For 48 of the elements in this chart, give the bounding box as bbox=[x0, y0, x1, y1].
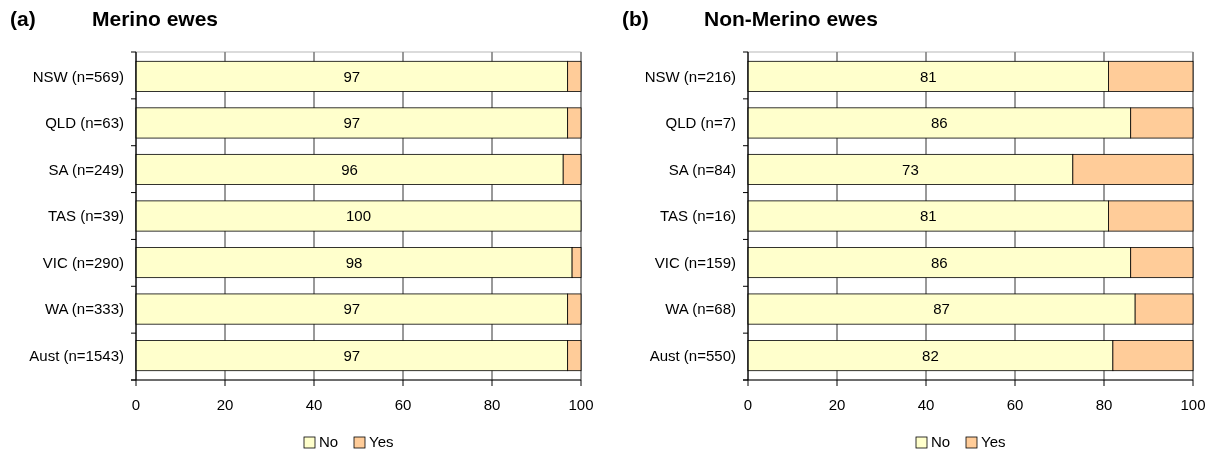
y-tick-label: VIC (n=290) bbox=[42, 253, 124, 271]
data-label: 81 bbox=[919, 207, 937, 225]
y-tick-label: NSW (n=216) bbox=[644, 67, 736, 85]
data-label: 73 bbox=[902, 160, 919, 178]
x-tick-label: 20 bbox=[828, 396, 846, 413]
chart-title: Merino ewes bbox=[92, 7, 219, 30]
x-tick-label: 60 bbox=[394, 396, 412, 413]
data-label: 97 bbox=[343, 300, 361, 318]
y-tick-label: WA (n=333) bbox=[44, 300, 124, 318]
text: (a) bbox=[10, 7, 36, 30]
x-tick-label: 80 bbox=[483, 396, 501, 413]
x-tick-label: 80 bbox=[1095, 396, 1113, 413]
y-tick-label: VIC (n=159) bbox=[654, 253, 736, 271]
y-tick-label: Aust (n=1543) bbox=[29, 346, 124, 364]
data-label: 97 bbox=[343, 114, 361, 132]
x-tick-label: 40 bbox=[305, 396, 323, 413]
data-label: 98 bbox=[345, 253, 363, 271]
y-tick-label: Aust (n=550) bbox=[649, 346, 736, 364]
x-tick-label: 0 bbox=[743, 396, 753, 413]
legend-label: Yes bbox=[369, 433, 394, 450]
x-tick-label: 100 bbox=[1180, 396, 1206, 413]
data-label: 86 bbox=[931, 114, 948, 132]
data-label: 86 bbox=[931, 253, 948, 271]
data-label: 87 bbox=[933, 300, 950, 318]
data-label: 97 bbox=[343, 67, 361, 85]
y-tick-label: NSW (n=569) bbox=[32, 67, 124, 85]
data-label: 82 bbox=[922, 346, 939, 364]
legend-label: No bbox=[319, 433, 339, 450]
y-tick-label: WA (n=68) bbox=[665, 300, 736, 318]
y-tick-label: TAS (n=16) bbox=[659, 207, 736, 225]
y-tick-label: SA (n=84) bbox=[668, 160, 736, 178]
legend-label: Yes bbox=[981, 433, 1006, 450]
x-tick-label: 20 bbox=[216, 396, 234, 413]
x-tick-label: 60 bbox=[1006, 396, 1024, 413]
x-tick-label: 0 bbox=[131, 396, 141, 413]
y-tick-label: QLD (n=7) bbox=[665, 114, 736, 132]
y-tick-label: TAS (n=39) bbox=[47, 207, 124, 225]
data-label: 96 bbox=[341, 160, 358, 178]
data-label: 97 bbox=[343, 346, 361, 364]
x-tick-label: 100 bbox=[568, 396, 594, 413]
x-tick-label: 40 bbox=[917, 396, 935, 413]
data-label: 81 bbox=[919, 67, 937, 85]
chart-title: Non-Merino ewes bbox=[704, 7, 878, 30]
legend-label: No bbox=[931, 433, 951, 450]
y-tick-label: SA (n=249) bbox=[48, 160, 124, 178]
data-label: 100 bbox=[345, 207, 372, 225]
text: (b) bbox=[622, 7, 649, 30]
y-tick-label: QLD (n=63) bbox=[45, 114, 124, 132]
